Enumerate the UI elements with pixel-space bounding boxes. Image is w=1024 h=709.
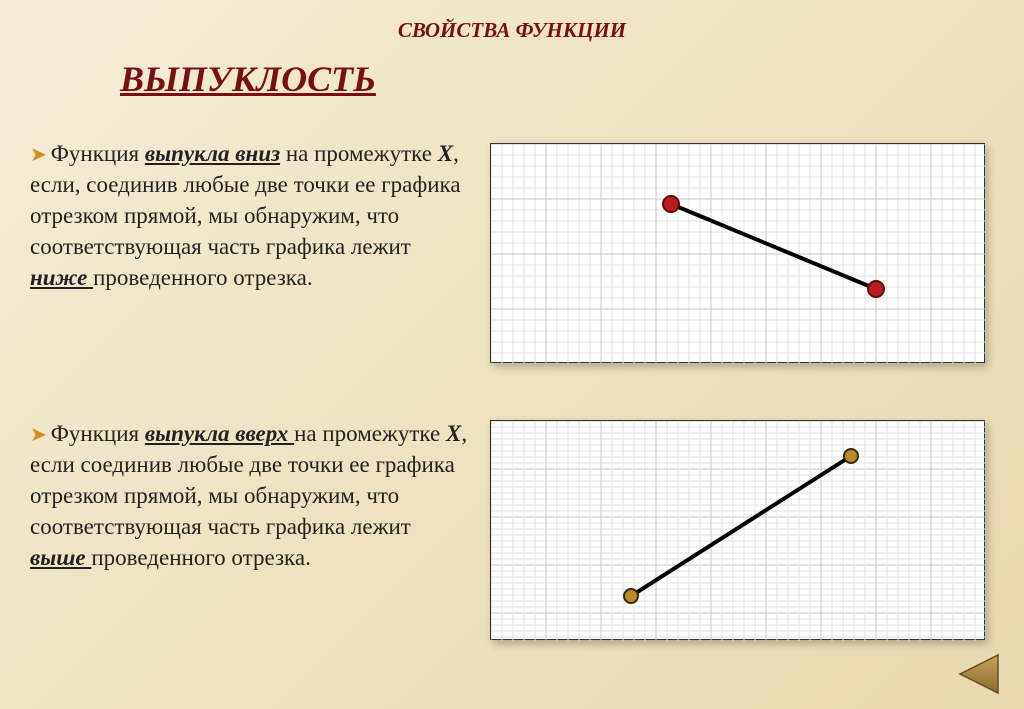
- p2-X: X: [446, 421, 461, 446]
- p2-emph: выпукла вверх: [145, 421, 294, 446]
- definition-convex-down: ➤Функция выпукла вниз на промежутке X, е…: [30, 138, 470, 293]
- chart-convex-up: [490, 420, 985, 640]
- back-arrow-icon: [954, 653, 1000, 695]
- chart2-svg: [491, 421, 986, 641]
- definition-convex-up: ➤Функция выпукла вверх на промежутке X, …: [30, 418, 470, 573]
- p2-lead: Функция: [51, 421, 145, 446]
- p1-t4: проведенного отрезка.: [93, 265, 312, 290]
- p1-emph: выпукла вниз: [145, 141, 280, 166]
- p2-t2: на промежутке: [294, 421, 446, 446]
- p2-t4: проведенного отрезка.: [91, 545, 310, 570]
- page-title: ВЫПУКЛОСТЬ: [120, 58, 376, 100]
- p1-X: X: [438, 141, 453, 166]
- p1-t2: на промежутке: [280, 141, 438, 166]
- p2-under: выше: [30, 545, 91, 570]
- back-button[interactable]: [954, 653, 1000, 695]
- p1-under: ниже: [30, 265, 93, 290]
- p1-lead: Функция: [51, 141, 145, 166]
- chart-convex-down: [490, 143, 985, 363]
- chart1-svg: [491, 144, 986, 364]
- page-supertitle: СВОЙСТВА ФУНКЦИИ: [0, 18, 1024, 43]
- bullet-icon: ➤: [30, 424, 47, 446]
- bullet-icon: ➤: [30, 144, 47, 166]
